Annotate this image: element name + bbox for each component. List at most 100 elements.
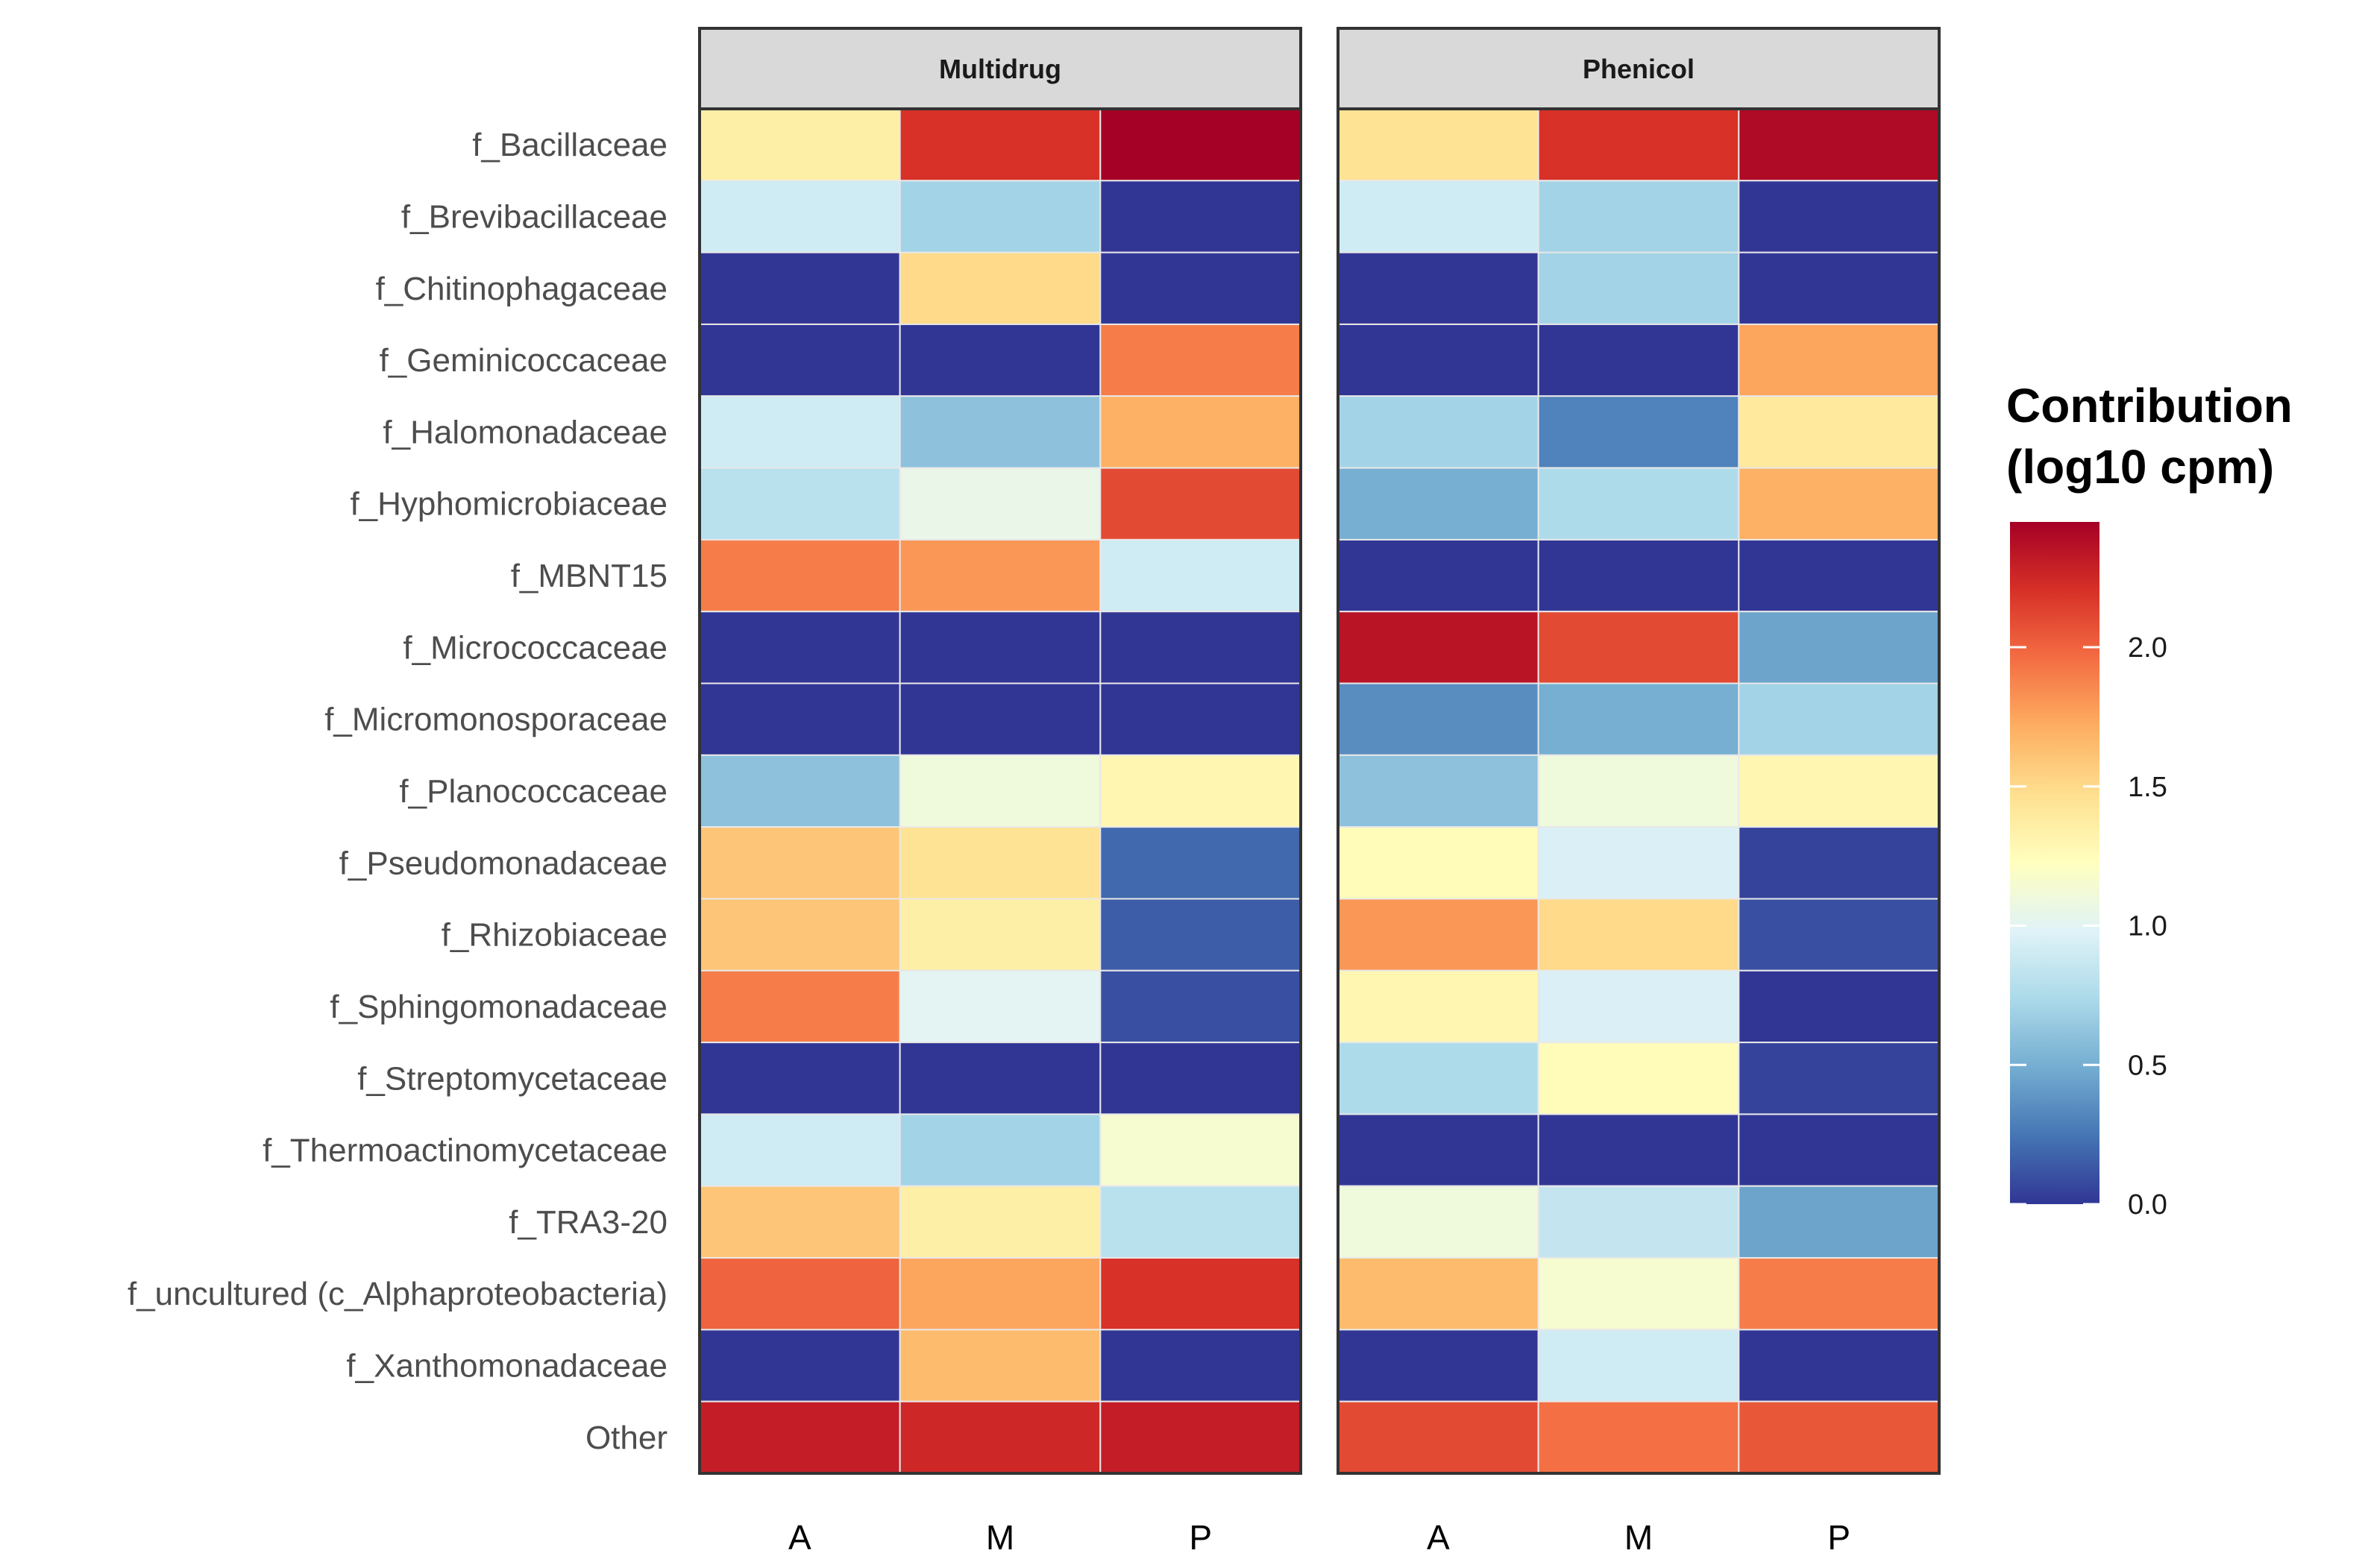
heatmap-cell xyxy=(1337,180,1539,254)
heatmap-cell xyxy=(699,323,901,397)
heatmap-cell xyxy=(1337,538,1539,613)
row-label: f_MBNT15 xyxy=(511,558,668,594)
heatmap-cell xyxy=(899,1042,1102,1115)
heatmap-cell xyxy=(1337,611,1539,684)
heatmap-cell xyxy=(1337,1400,1539,1474)
heatmap-cell xyxy=(1537,108,1740,182)
heatmap-cell xyxy=(1337,1257,1539,1331)
heatmap-cell xyxy=(699,1113,901,1187)
heatmap-cell xyxy=(699,969,901,1044)
heatmap-cell xyxy=(1738,1042,1940,1115)
heatmap-cell xyxy=(1337,682,1539,756)
heatmap-cell xyxy=(899,1257,1102,1331)
heatmap-cell xyxy=(1099,1400,1302,1474)
heatmap-cell xyxy=(899,395,1102,469)
heatmap-cell xyxy=(1738,826,1940,900)
row-label: f_Bacillaceae xyxy=(472,127,668,163)
heatmap-cell xyxy=(1099,395,1302,469)
row-label: f_Sphingomonadaceae xyxy=(330,989,668,1025)
heatmap-cell xyxy=(699,1042,901,1115)
heatmap-cell xyxy=(1537,467,1740,541)
heatmap-cell xyxy=(1337,251,1539,325)
heatmap-cell xyxy=(899,826,1102,900)
row-label: f_Rhizobiaceae xyxy=(442,917,668,954)
heatmap-cell xyxy=(1738,898,1940,972)
heatmap-cell xyxy=(1738,323,1940,397)
heatmap-cell xyxy=(899,754,1102,828)
legend-tick-label: 0.0 xyxy=(2128,1189,2167,1221)
legend-tick-label: 1.5 xyxy=(2128,772,2167,803)
heatmap-cell xyxy=(1738,754,1940,828)
heatmap-cell xyxy=(1099,898,1302,972)
heatmap-cell xyxy=(899,1329,1102,1402)
heatmap-cell xyxy=(1738,969,1940,1044)
heatmap-cell xyxy=(699,826,901,900)
heatmap-cell xyxy=(899,611,1102,684)
heatmap-cell xyxy=(1537,1042,1740,1115)
row-label: f_Geminicoccaceae xyxy=(380,342,668,379)
heatmap-cell xyxy=(1337,826,1539,900)
heatmap-cell xyxy=(1099,1257,1302,1331)
heatmap-cell xyxy=(1537,180,1740,254)
column-label: A xyxy=(1427,1518,1450,1557)
panel-border xyxy=(698,107,1302,1475)
heatmap-cell xyxy=(899,969,1102,1044)
heatmap-cell xyxy=(699,754,901,828)
panel-border xyxy=(1337,107,1941,1475)
legend-colorbar xyxy=(2010,522,2099,1204)
heatmap-cell xyxy=(1537,323,1740,397)
heatmap-cell xyxy=(1537,1113,1740,1187)
heatmap-cell xyxy=(899,180,1102,254)
heatmap-cell xyxy=(1738,538,1940,613)
heatmap-cell xyxy=(699,395,901,469)
heatmap-cell xyxy=(899,1400,1102,1474)
heatmap-cell xyxy=(699,1257,901,1331)
heatmap-cell xyxy=(699,180,901,254)
heatmap-cell xyxy=(699,1329,901,1402)
row-label: f_Pseudomonadaceae xyxy=(339,845,668,881)
row-label: f_Streptomycetaceae xyxy=(357,1060,668,1097)
heatmap-cell xyxy=(1337,898,1539,972)
heatmap-cell xyxy=(699,251,901,325)
heatmap-cell xyxy=(699,538,901,613)
heatmap-cell xyxy=(1099,108,1302,182)
heatmap-cell xyxy=(899,682,1102,756)
row-label: f_TRA3-20 xyxy=(509,1204,668,1241)
row-label: f_Micromonosporaceae xyxy=(324,702,668,738)
heatmap-cell xyxy=(1099,1185,1302,1259)
legend-tick-label: 1.0 xyxy=(2128,911,2167,942)
legend-ticks: 0.0 0.5 1.0 1.5 2.0 xyxy=(2010,632,2167,1221)
heatmap-cell xyxy=(1738,1400,1940,1474)
heatmap-cell xyxy=(1099,323,1302,397)
heatmap-cell xyxy=(1537,611,1740,684)
heatmap-cell xyxy=(1537,1329,1740,1402)
heatmap-cell xyxy=(899,108,1102,182)
row-label: f_Halomonadaceae xyxy=(383,414,668,450)
heatmap-cell xyxy=(899,538,1102,613)
heatmap-cell xyxy=(1337,1329,1539,1402)
heatmap-cell xyxy=(1337,1185,1539,1259)
facet-panel-phenicol: Phenicol xyxy=(1337,27,1941,1475)
row-label: f_Brevibacillaceae xyxy=(401,198,668,235)
column-label: A xyxy=(788,1518,811,1557)
heatmap-cell xyxy=(1738,1113,1940,1187)
heatmap-cell xyxy=(1537,969,1740,1044)
heatmap-cell xyxy=(1537,1257,1740,1331)
facet-strip xyxy=(698,27,1302,110)
heatmap-cell xyxy=(899,251,1102,325)
heatmap-cell xyxy=(1537,1185,1740,1259)
heatmap-cell xyxy=(1738,1257,1940,1331)
facet-panels: Multidrug Phenicol xyxy=(698,27,1941,1475)
heatmap-cell xyxy=(1738,180,1940,254)
facet-strip-label: Multidrug xyxy=(939,54,1061,84)
row-label: f_Hyphomicrobiaceae xyxy=(350,486,668,523)
heatmap-cell xyxy=(699,611,901,684)
heatmap-cell xyxy=(1537,395,1740,469)
row-label: Other xyxy=(585,1420,668,1456)
column-label: M xyxy=(1624,1518,1653,1557)
heatmap-cell xyxy=(1738,251,1940,325)
heatmap-cell xyxy=(1537,1400,1740,1474)
facet-strip-label: Phenicol xyxy=(1583,54,1695,84)
heatmap-cell xyxy=(1337,969,1539,1044)
heatmap-cell xyxy=(1099,826,1302,900)
